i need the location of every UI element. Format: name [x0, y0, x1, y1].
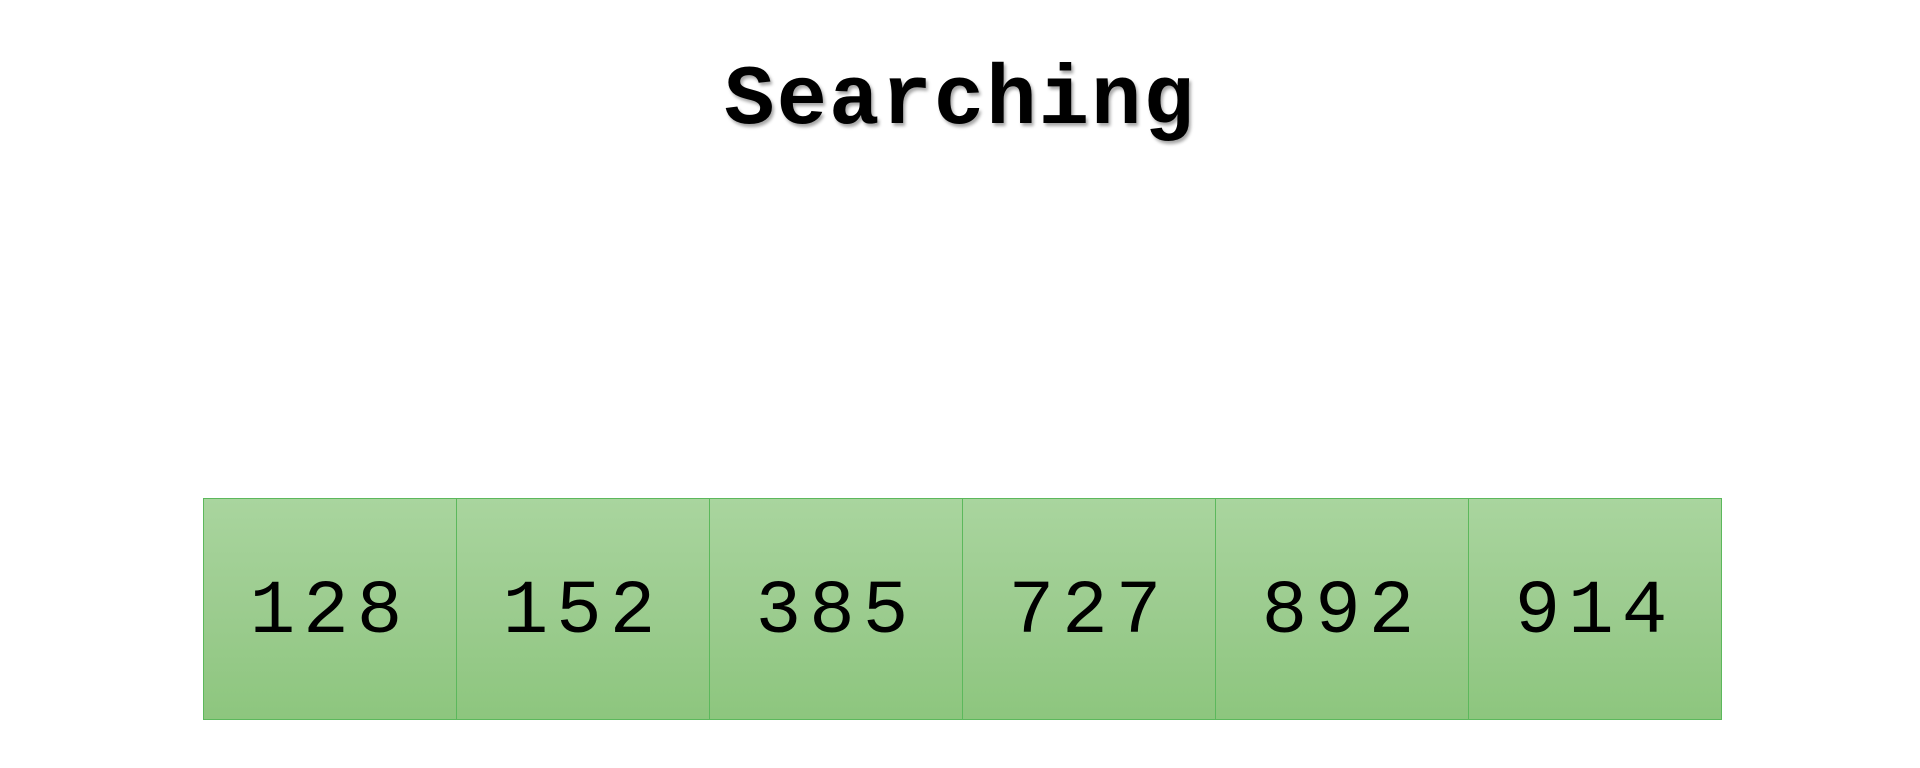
array-row: 128 152 385 727 892 914	[203, 498, 1722, 720]
array-cell-value: 128	[249, 569, 411, 655]
array-cell: 727	[962, 498, 1216, 720]
array-cell: 152	[456, 498, 710, 720]
array-cell-value: 892	[1261, 569, 1423, 655]
array-cell-value: 727	[1008, 569, 1170, 655]
array-cell: 892	[1215, 498, 1469, 720]
array-cell-value: 385	[755, 569, 917, 655]
array-cell-value: 914	[1514, 569, 1676, 655]
array-cell: 128	[203, 498, 457, 720]
page-title: Searching	[724, 54, 1196, 149]
array-cell: 914	[1468, 498, 1722, 720]
array-cell: 385	[709, 498, 963, 720]
array-cell-value: 152	[502, 569, 664, 655]
